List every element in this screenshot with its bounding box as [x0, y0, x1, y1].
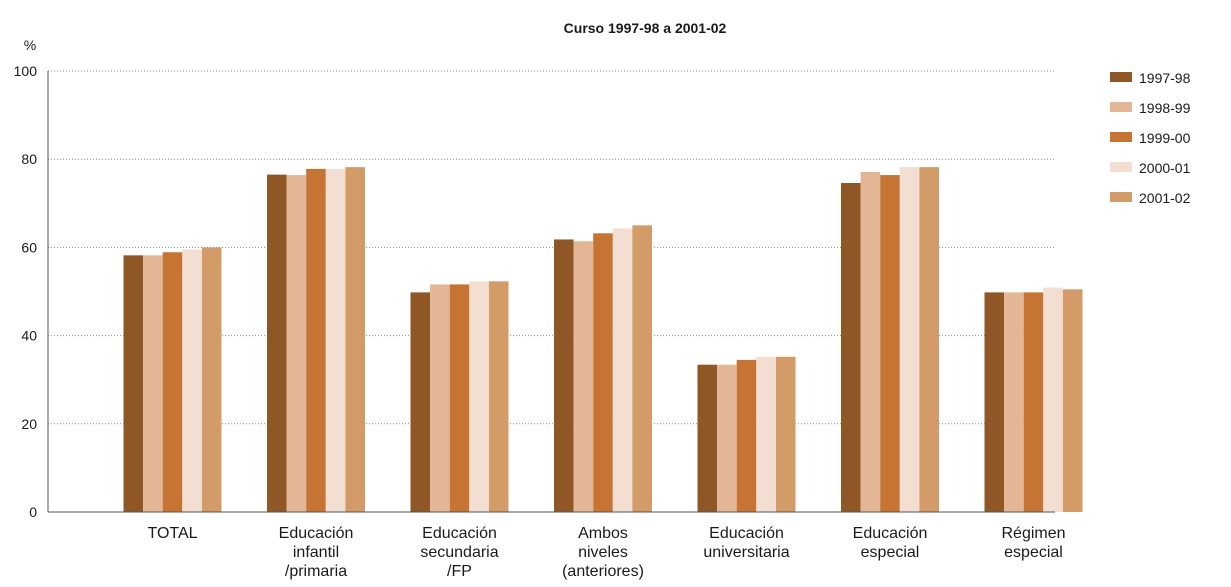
legend-swatch	[1110, 132, 1132, 142]
bar	[880, 175, 900, 512]
x-category-label-line: universitaria	[703, 544, 789, 561]
bar	[919, 167, 939, 512]
bar	[632, 225, 652, 512]
x-category-label-line: Régimen	[1001, 525, 1065, 542]
bar	[325, 168, 346, 512]
bar	[201, 247, 222, 512]
x-category-label: TOTAL	[147, 525, 197, 542]
x-category-label-line: especial	[1004, 544, 1063, 561]
bar	[841, 183, 861, 512]
bar	[1004, 292, 1024, 512]
bar	[984, 292, 1005, 512]
x-category-label: Régimen especial	[1001, 525, 1065, 561]
x-category-label-line: /FP	[447, 563, 472, 580]
x-category-label: Educación universitaria	[703, 525, 789, 561]
legend-swatch	[1110, 72, 1132, 82]
x-category-label: Educación especial	[853, 525, 928, 561]
y-tick-label: 0	[29, 504, 37, 520]
x-category-label-line: Educación	[422, 525, 497, 542]
x-category-label-line: (anteriores)	[562, 563, 644, 580]
bar	[554, 239, 574, 512]
x-category-label-line: TOTAL	[147, 525, 197, 542]
bar	[756, 356, 776, 512]
x-category-label: Educación secundaria/FP	[420, 525, 498, 580]
x-category-label-line: niveles	[578, 544, 628, 561]
bars	[123, 167, 1083, 513]
x-category-label-line: /primaria	[285, 563, 347, 580]
legend-label: 1997-98	[1139, 70, 1191, 86]
x-category-label: Educación infantil/primaria	[279, 525, 354, 580]
bar	[449, 284, 470, 512]
bar	[143, 255, 163, 512]
legend-label: 2000-01	[1139, 160, 1191, 176]
y-tick-label: 100	[14, 63, 38, 79]
x-category-label-line: Educación	[279, 525, 354, 542]
bar	[1023, 292, 1044, 512]
x-category-label-line: infantil	[293, 544, 339, 561]
bar	[1043, 287, 1063, 512]
x-category-label-line: secundaria	[420, 544, 498, 561]
bar	[612, 228, 633, 512]
bar	[469, 281, 489, 512]
x-category-label-line: especial	[861, 544, 920, 561]
chart-title: Curso 1997-98 a 2001-02	[564, 20, 727, 36]
y-axis-unit-label: %	[24, 37, 36, 53]
legend-swatch	[1110, 192, 1132, 202]
bar	[717, 364, 737, 512]
bar	[267, 174, 287, 512]
legend: 1997-98 1998-99 1999-00 2000-01 2001-02	[1110, 70, 1191, 206]
bar	[162, 252, 183, 512]
bar	[775, 356, 796, 512]
bar	[593, 233, 613, 513]
bar	[860, 171, 881, 513]
y-tick-label: 60	[21, 239, 37, 255]
bar	[697, 364, 718, 512]
bar	[286, 175, 307, 512]
bar	[1062, 289, 1083, 512]
bar	[736, 359, 757, 512]
x-axis-categories: TOTAL Educación infantil/primariaEducación…	[147, 525, 1065, 580]
legend-label: 1998-99	[1139, 100, 1191, 116]
legend-label: 1999-00	[1139, 130, 1191, 146]
bar	[182, 249, 202, 513]
y-axis-ticks: 0 20 40 60 80 100	[14, 63, 38, 520]
x-category-label-line: Educación	[853, 525, 928, 542]
x-category-label-line: Educación	[709, 525, 784, 542]
bar	[430, 284, 450, 512]
bar	[123, 255, 144, 512]
bar	[488, 281, 509, 512]
x-category-label-line: Ambos	[578, 525, 628, 542]
axes	[47, 71, 1055, 513]
y-tick-label: 80	[21, 151, 37, 167]
x-category-label: Ambos niveles (anteriores)	[562, 525, 644, 580]
legend-label: 2001-02	[1139, 190, 1191, 206]
y-tick-label: 40	[21, 328, 37, 344]
y-tick-label: 20	[21, 416, 37, 432]
bar	[345, 167, 365, 512]
legend-swatch	[1110, 162, 1132, 172]
bar	[899, 167, 920, 512]
legend-swatch	[1110, 102, 1132, 112]
bar	[306, 168, 326, 512]
bar	[410, 292, 431, 512]
bar	[573, 241, 594, 513]
